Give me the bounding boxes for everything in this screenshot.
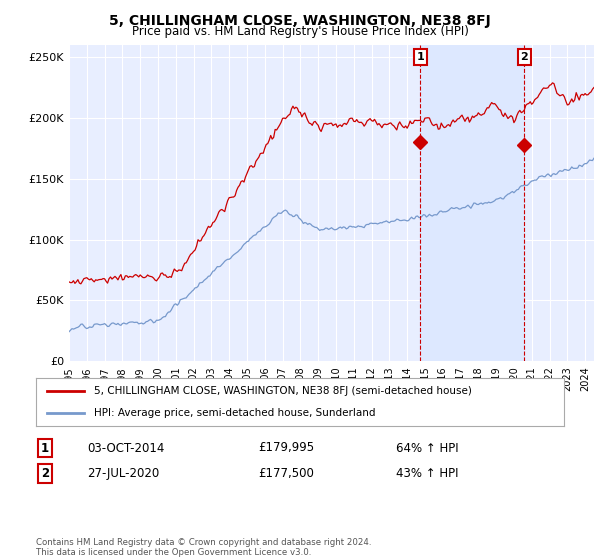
Text: 64% ↑ HPI: 64% ↑ HPI [396,441,458,455]
Text: 5, CHILLINGHAM CLOSE, WASHINGTON, NE38 8FJ: 5, CHILLINGHAM CLOSE, WASHINGTON, NE38 8… [109,14,491,28]
Text: 27-JUL-2020: 27-JUL-2020 [87,466,159,480]
Text: Contains HM Land Registry data © Crown copyright and database right 2024.
This d: Contains HM Land Registry data © Crown c… [36,538,371,557]
Text: 1: 1 [416,52,424,62]
Text: 1: 1 [41,441,49,455]
Text: £177,500: £177,500 [258,466,314,480]
Text: £179,995: £179,995 [258,441,314,455]
Text: 5, CHILLINGHAM CLOSE, WASHINGTON, NE38 8FJ (semi-detached house): 5, CHILLINGHAM CLOSE, WASHINGTON, NE38 8… [94,386,472,396]
Text: Price paid vs. HM Land Registry's House Price Index (HPI): Price paid vs. HM Land Registry's House … [131,25,469,38]
Bar [421,45,524,361]
Text: 2: 2 [41,466,49,480]
Text: 43% ↑ HPI: 43% ↑ HPI [396,466,458,480]
Text: 03-OCT-2014: 03-OCT-2014 [87,441,164,455]
Text: 2: 2 [520,52,528,62]
Text: HPI: Average price, semi-detached house, Sunderland: HPI: Average price, semi-detached house,… [94,408,376,418]
